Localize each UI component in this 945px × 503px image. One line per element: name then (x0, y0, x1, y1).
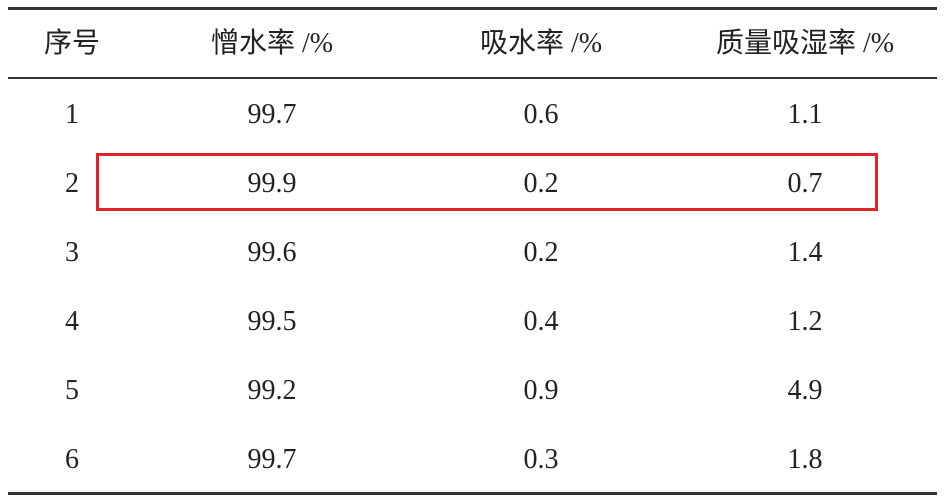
table-cell: 99.2 (247, 375, 297, 406)
table-cell: 99.7 (247, 444, 297, 475)
table-cell: 0.2 (523, 168, 559, 199)
table-cell: 1.4 (787, 237, 823, 268)
table-cell: 99.6 (247, 237, 297, 268)
table-cell: 0.4 (523, 306, 559, 337)
highlight-box (96, 153, 878, 211)
table-cell: 6 (65, 444, 79, 475)
table-cell: 4.9 (787, 375, 823, 406)
table-cell: 1.1 (787, 99, 823, 130)
header-cell: 质量吸湿率 /% (715, 28, 895, 59)
bottom-rule (8, 492, 937, 495)
table-cell: 99.9 (247, 168, 297, 199)
table-cell: 1.8 (787, 444, 823, 475)
table-cell: 4 (65, 306, 79, 337)
table-cell: 1 (65, 99, 79, 130)
table-cell: 99.7 (247, 99, 297, 130)
table-cell: 99.5 (247, 306, 297, 337)
table-cell: 0.3 (523, 444, 559, 475)
table-cell: 2 (65, 168, 79, 199)
top-rule (8, 7, 937, 10)
header-cell: 憎水率 /% (210, 28, 334, 59)
header-rule (8, 77, 937, 79)
table-cell: 5 (65, 375, 79, 406)
table-cell: 3 (65, 237, 79, 268)
header-cell: 吸水率 /% (479, 28, 603, 59)
table-cell: 1.2 (787, 306, 823, 337)
table-cell: 0.2 (523, 237, 559, 268)
table-cell: 0.6 (523, 99, 559, 130)
table-cell: 0.9 (523, 375, 559, 406)
header-cell: 序号 (43, 28, 100, 59)
table-cell: 0.7 (787, 168, 823, 199)
